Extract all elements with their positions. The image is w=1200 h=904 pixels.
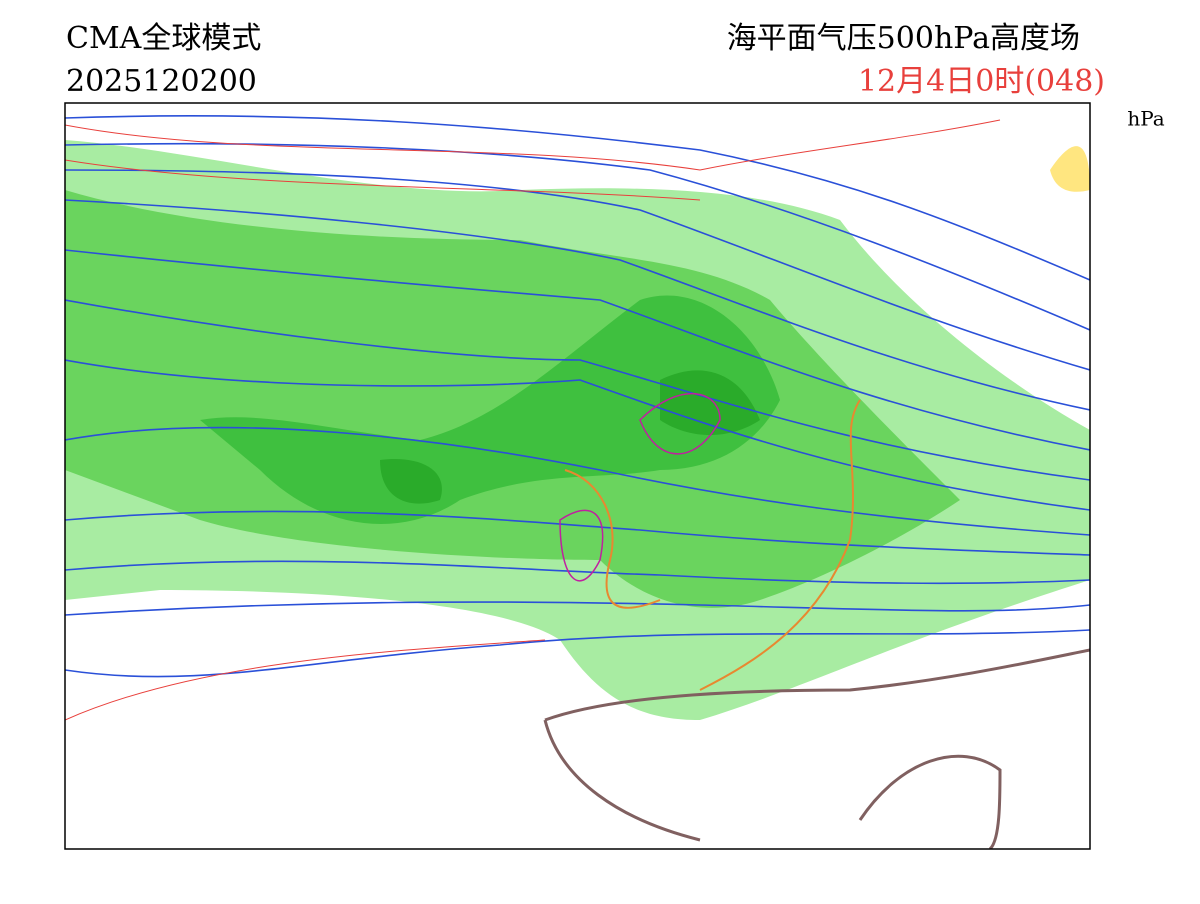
map-frame — [64, 102, 1091, 850]
pressure-contours — [65, 119, 1001, 721]
init-time: 2025120200 — [66, 64, 257, 99]
borders — [564, 399, 861, 691]
height-contour-588 — [543, 648, 1090, 849]
colorbar-unit: hPa — [1127, 107, 1164, 131]
valid-time: 12月4日0时(048) — [858, 64, 1105, 99]
province-borders — [559, 393, 721, 582]
area-1035 — [380, 370, 760, 504]
area-1030 — [200, 295, 780, 524]
map-title: 海平面气压500hPa高度场 — [727, 21, 1080, 56]
model-name: CMA全球模式 — [66, 21, 261, 56]
map-area — [65, 103, 1090, 849]
height-contours — [65, 115, 1090, 678]
area-low — [1050, 146, 1090, 192]
